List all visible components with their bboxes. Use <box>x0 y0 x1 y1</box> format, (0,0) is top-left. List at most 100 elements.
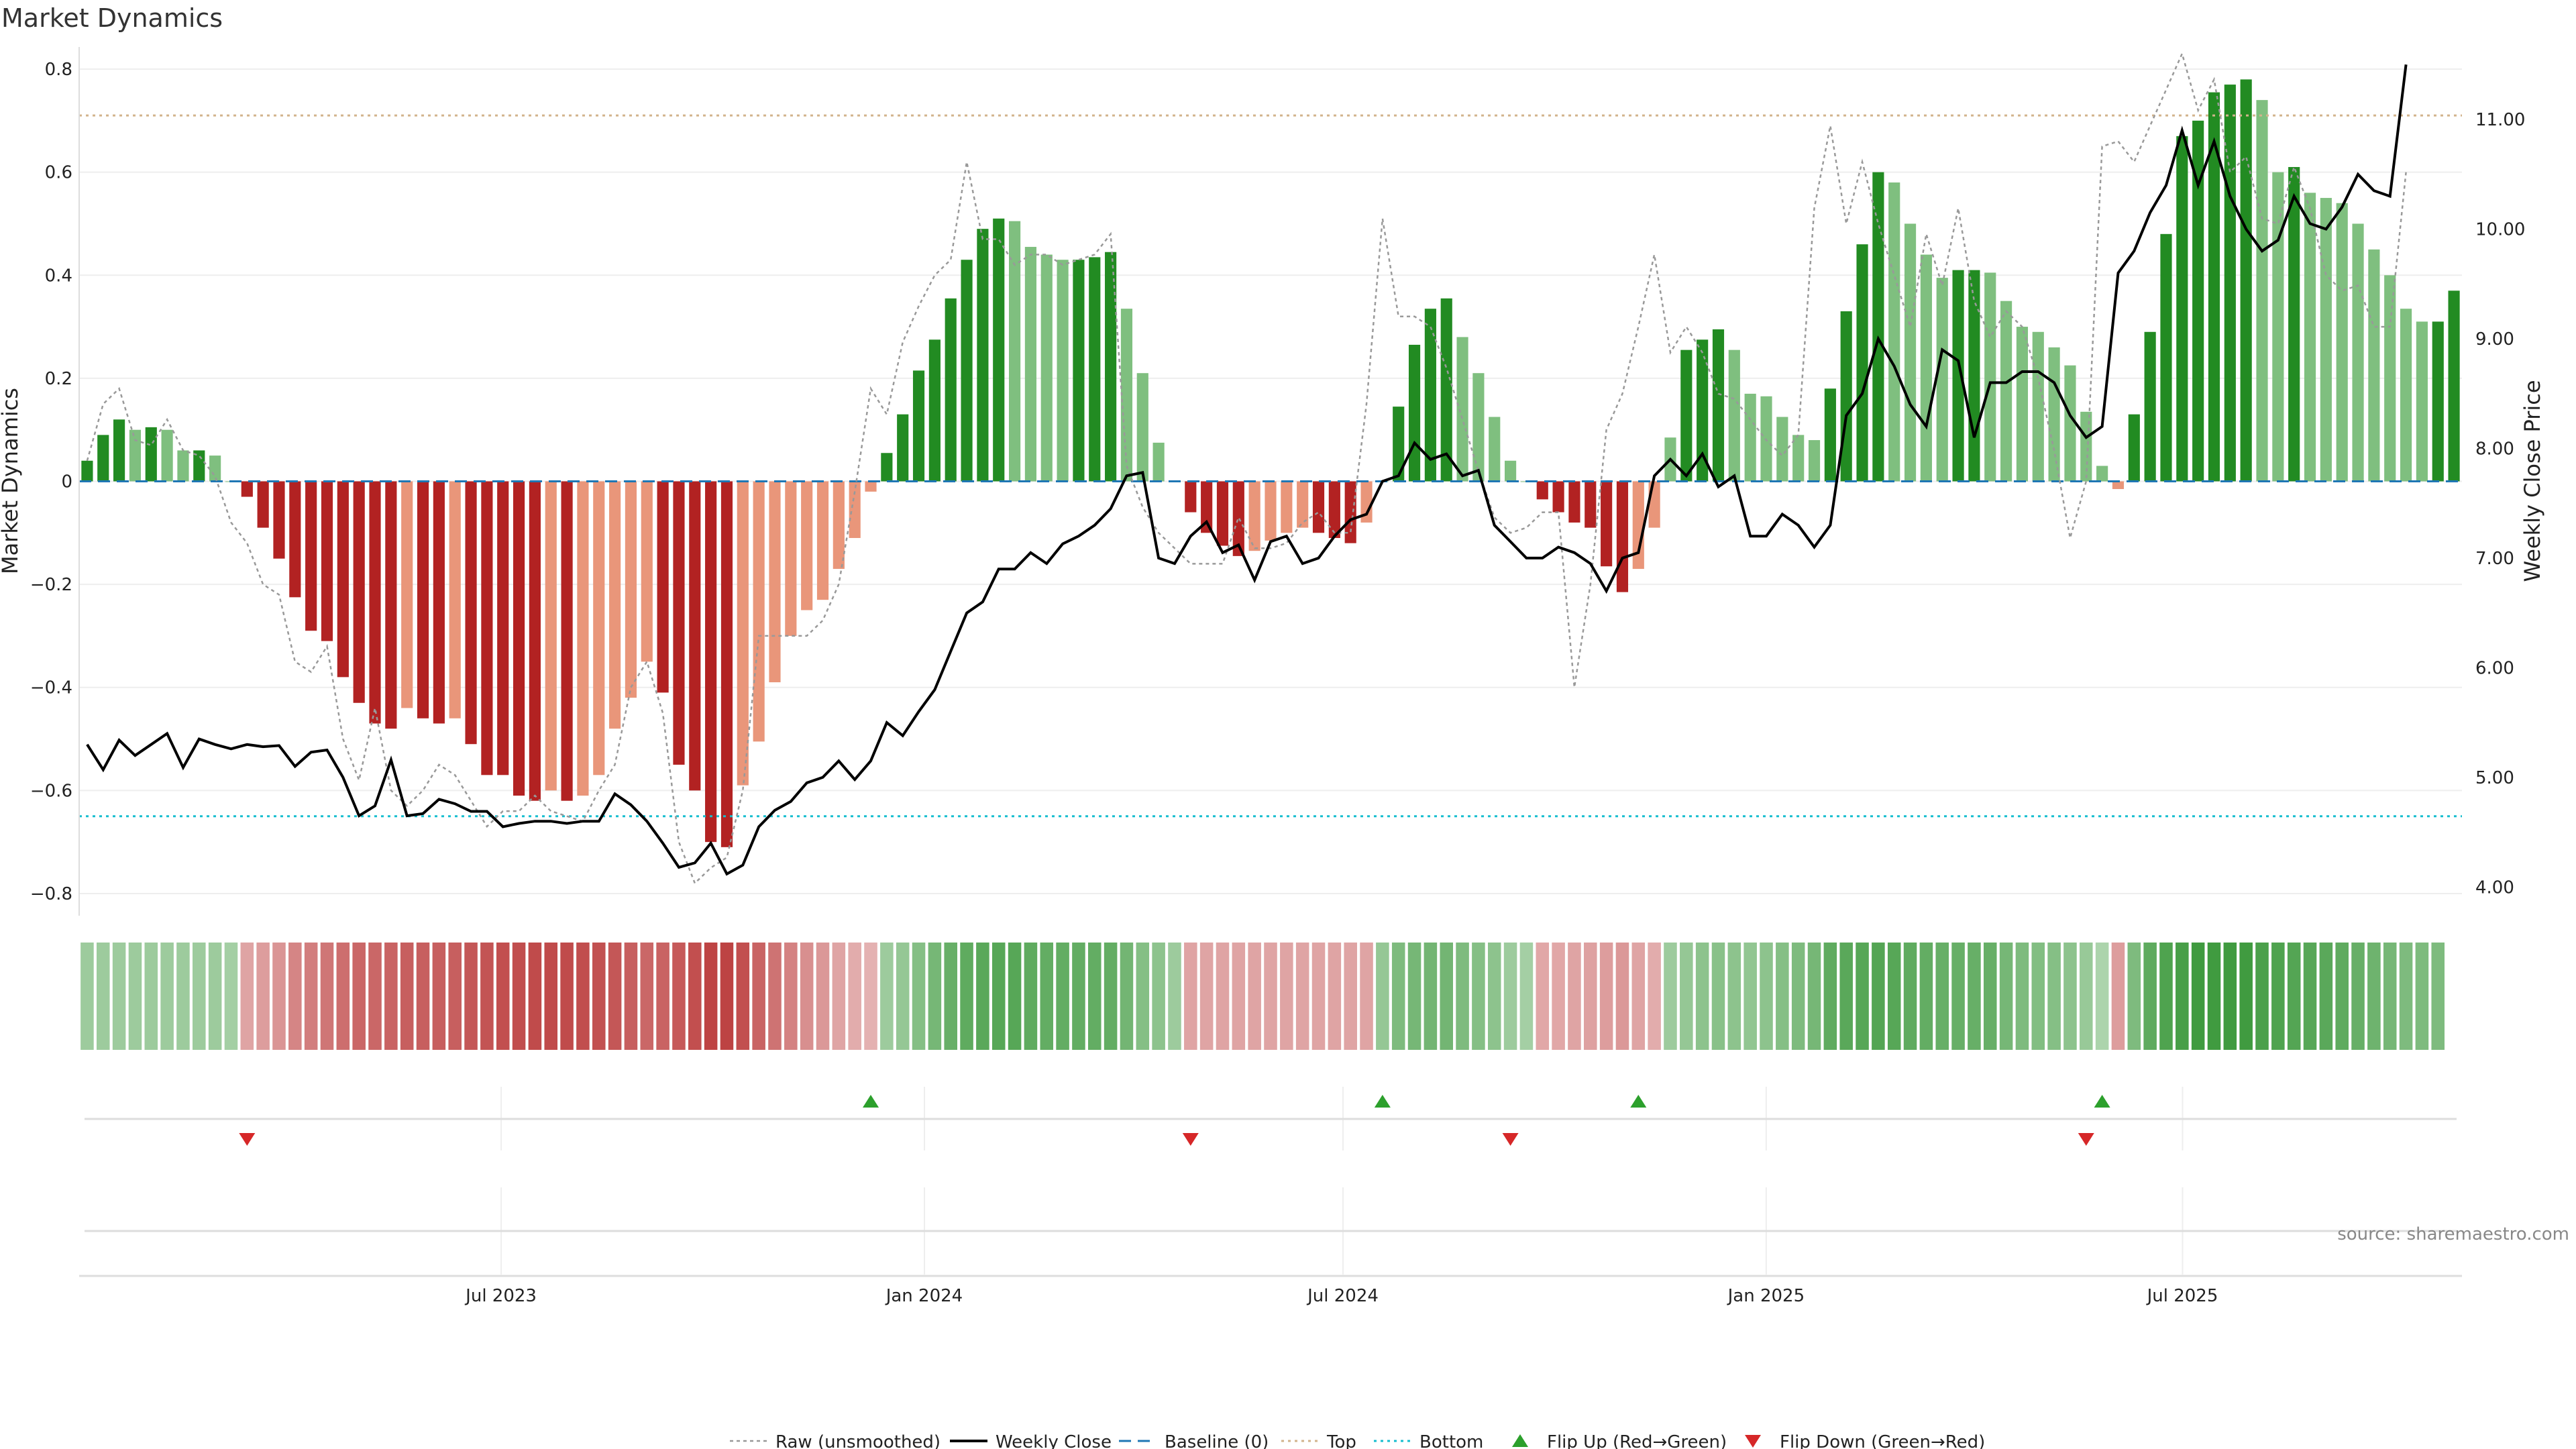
market-dynamics-bar <box>625 481 637 698</box>
market-dynamics-bar <box>2000 301 2012 482</box>
market-dynamics-bar <box>273 481 285 559</box>
market-dynamics-bar <box>2208 92 2220 482</box>
market-dynamics-bar <box>1856 244 1868 482</box>
market-dynamics-bar <box>1568 481 1580 523</box>
regime-cell <box>1648 943 1661 1050</box>
regime-cell <box>1104 943 1118 1050</box>
regime-cell <box>1344 943 1357 1050</box>
y-tick-label: 0.6 <box>45 163 72 183</box>
x-tick-label: Jan 2025 <box>1727 1286 1805 1306</box>
weekly-close-line <box>86 64 2408 876</box>
x-tick-label: Jul 2023 <box>464 1286 537 1306</box>
market-dynamics-bar <box>97 435 109 482</box>
regime-cell <box>864 943 877 1050</box>
market-dynamics-bar <box>2352 223 2364 482</box>
market-dynamics-bar <box>1904 223 1917 482</box>
regime-cell <box>1951 943 1965 1050</box>
market-dynamics-bar <box>1872 172 1884 482</box>
regime-cell <box>1503 943 1517 1050</box>
market-dynamics-bar <box>1216 481 1229 546</box>
regime-cell <box>1472 943 1485 1050</box>
regime-cell <box>2063 943 2077 1050</box>
market-dynamics-bar <box>1073 260 1085 482</box>
market-dynamics-bar <box>1536 481 1548 500</box>
market-dynamics-bar <box>321 481 333 641</box>
regime-cell <box>928 943 942 1050</box>
regime-cell <box>1168 943 1181 1050</box>
regime-cell <box>2271 943 2285 1050</box>
raw-line <box>86 51 2407 885</box>
market-dynamics-bar <box>1265 481 1277 541</box>
market-dynamics-bar <box>1057 260 1069 482</box>
market-dynamics-bar <box>1312 481 1325 533</box>
market-dynamics-bar <box>1248 481 1260 551</box>
market-dynamics-bar <box>401 481 413 708</box>
regime-cell <box>1008 943 1022 1050</box>
regime-cell <box>2255 943 2269 1050</box>
regime-cell <box>80 943 94 1050</box>
market-dynamics-bar <box>1008 221 1021 482</box>
market-dynamics-bar <box>2128 414 2140 482</box>
market-dynamics-bar <box>369 481 381 724</box>
regime-cell <box>896 943 910 1050</box>
market-dynamics-bar <box>2432 321 2444 482</box>
regime-cell <box>2047 943 2061 1050</box>
market-dynamics-bar <box>1728 350 1740 482</box>
market-dynamics-bars <box>81 79 2460 847</box>
market-dynamics-bar <box>2176 136 2188 482</box>
y2-tick-label: 6.00 <box>2475 658 2514 678</box>
regime-cell <box>304 943 318 1050</box>
market-dynamics-bar <box>1712 329 1725 482</box>
regime-cell <box>448 943 462 1050</box>
market-dynamics-bar <box>1552 481 1564 513</box>
y2-tick-label: 9.00 <box>2475 329 2514 350</box>
market-dynamics-bar <box>2144 331 2156 482</box>
market-dynamics-bar <box>1472 373 1485 482</box>
regime-cell <box>1935 943 1949 1050</box>
legend-item: Weekly Close <box>950 1432 1112 1449</box>
y-tick-label: 0 <box>61 472 72 492</box>
market-dynamics-bar <box>113 419 125 482</box>
market-dynamics-bar <box>641 481 653 662</box>
flip-down-marker <box>239 1133 256 1146</box>
market-dynamics-bar <box>801 481 813 610</box>
regime-cell <box>2031 943 2045 1050</box>
market-dynamics-bar <box>961 260 973 482</box>
market-dynamics-bar <box>1680 350 1693 482</box>
regime-cell <box>576 943 590 1050</box>
regime-cell <box>880 943 894 1050</box>
y-tick-label: 0.4 <box>45 266 72 286</box>
legend-label: Bottom <box>1419 1432 1483 1449</box>
market-dynamics-bar <box>1040 254 1053 482</box>
market-dynamics-bar <box>545 481 557 791</box>
regime-cell <box>1295 943 1309 1050</box>
regime-cell <box>2303 943 2317 1050</box>
market-dynamics-bar <box>881 453 893 482</box>
regime-cell <box>464 943 478 1050</box>
regime-cell <box>1536 943 1550 1050</box>
y-tick-label: −0.8 <box>30 884 72 904</box>
market-dynamics-bar <box>145 427 157 482</box>
regime-cell <box>480 943 494 1050</box>
empty-panel <box>79 1187 2462 1277</box>
regime-cell <box>1391 943 1405 1050</box>
market-dynamics-bar <box>865 481 877 492</box>
regime-cell <box>2335 943 2349 1050</box>
regime-cell <box>704 943 718 1050</box>
market-dynamics-bar <box>417 481 429 718</box>
regime-cell <box>1407 943 1421 1050</box>
market-dynamics-bar <box>1984 272 1996 482</box>
legend-item: Top <box>1281 1432 1356 1449</box>
market-dynamics-bar <box>1456 337 1468 482</box>
market-dynamics-bar <box>609 481 621 729</box>
x-tick-label: Jul 2024 <box>1306 1286 1379 1306</box>
market-dynamics-bar <box>689 481 701 791</box>
right-y-axis: 11.00 10.00 9.00 8.00 7.00 6.00 5.00 4.00 <box>2475 110 2525 898</box>
regime-cell <box>1311 943 1326 1050</box>
regime-cell <box>608 943 622 1050</box>
market-dynamics-bar <box>1408 344 1421 482</box>
regime-cell <box>1440 943 1454 1050</box>
market-dynamics-bar <box>657 481 669 693</box>
market-dynamics-bar <box>241 481 253 497</box>
regime-cell <box>1264 943 1277 1050</box>
